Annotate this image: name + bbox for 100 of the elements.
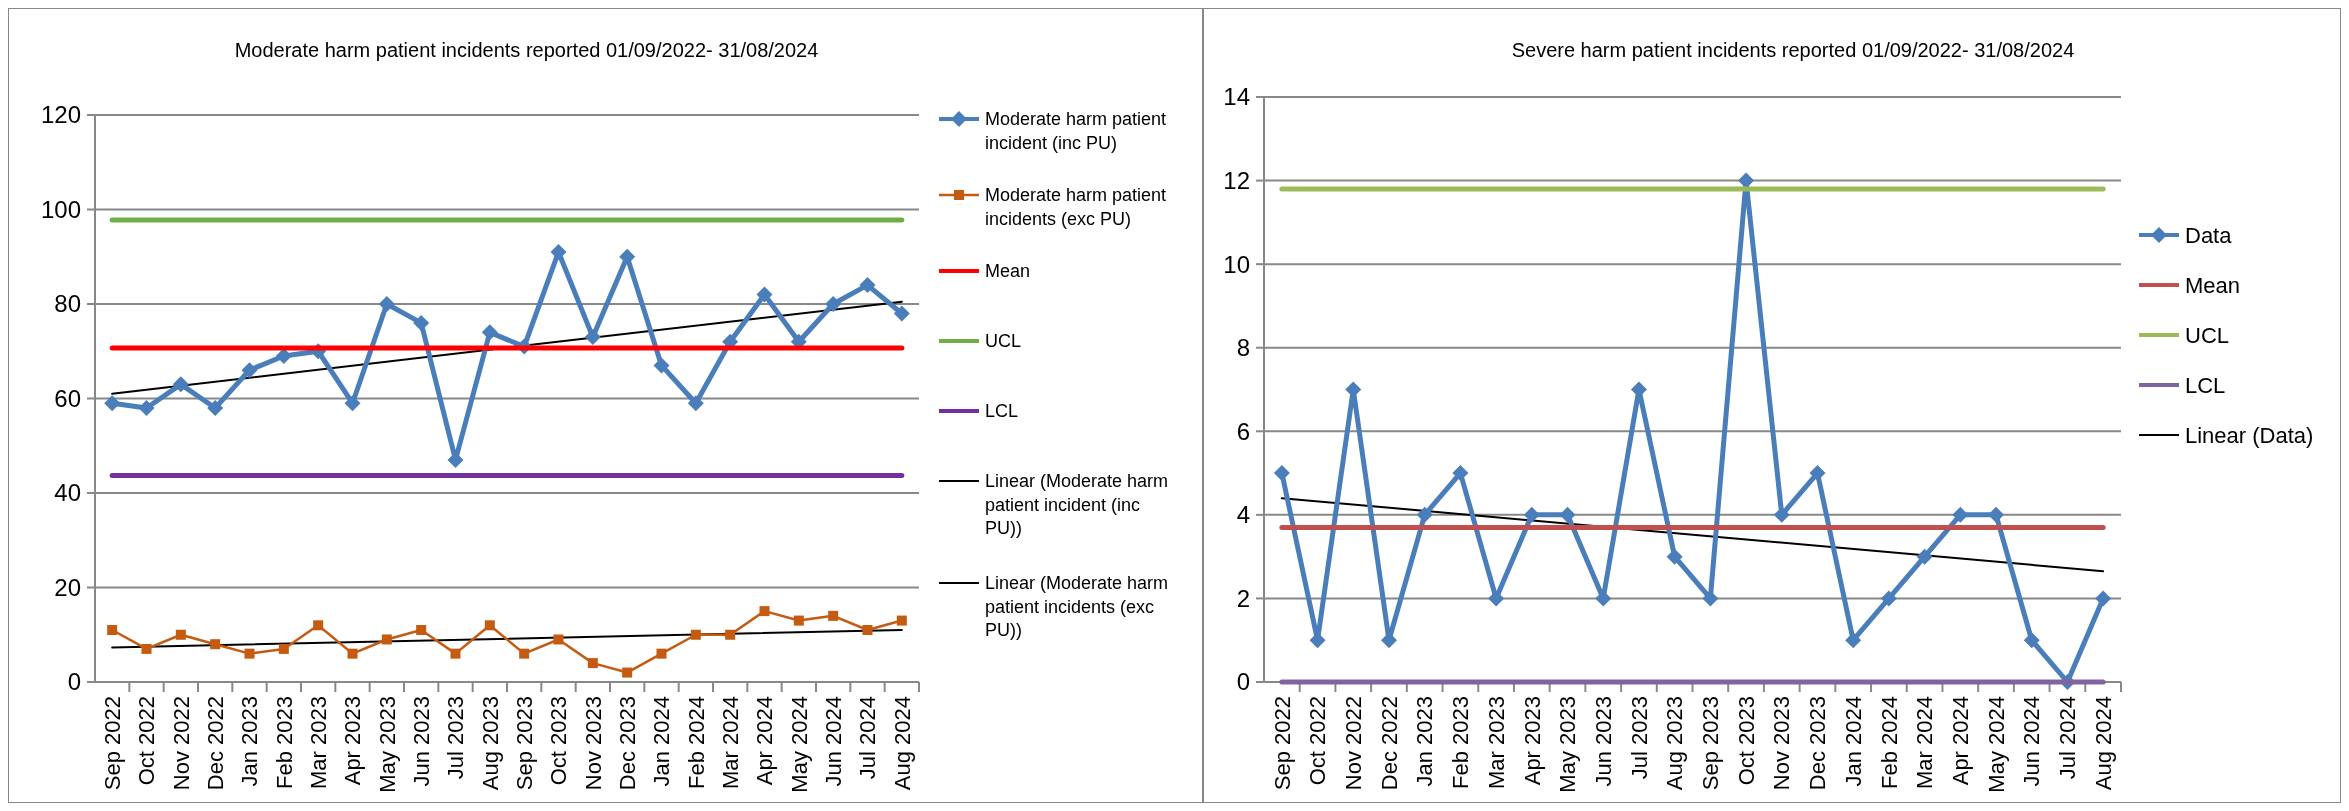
x-tick-label: Jan 2024 xyxy=(1840,696,1866,787)
point xyxy=(725,629,736,640)
point xyxy=(241,362,258,379)
legend-label: Linear (Moderate harm patient incident (inc PU)) xyxy=(985,471,1169,539)
point xyxy=(378,296,395,312)
x-tick-label: Aug 2023 xyxy=(477,696,503,791)
point xyxy=(862,625,873,636)
x-tick-label: Feb 2023 xyxy=(271,696,297,789)
legend-label: Mean xyxy=(985,261,1031,282)
x-tick-label: Jul 2023 xyxy=(1626,696,1652,780)
point xyxy=(278,643,289,654)
point xyxy=(896,615,907,626)
point xyxy=(1845,632,1862,649)
point xyxy=(1488,590,1505,607)
point xyxy=(690,629,701,640)
x-tick-label: Aug 2023 xyxy=(1662,696,1688,791)
point xyxy=(138,399,155,416)
point xyxy=(1773,506,1790,523)
point xyxy=(175,629,186,640)
x-tick-label: Oct 2022 xyxy=(1305,696,1331,786)
y-tick-label: 6 xyxy=(1236,417,1250,445)
x-tick-label: May 2023 xyxy=(1555,696,1581,793)
legend-label: UCL xyxy=(985,331,1022,352)
point xyxy=(1952,506,1969,523)
point xyxy=(107,625,118,636)
point xyxy=(553,634,564,645)
point xyxy=(656,648,667,659)
x-tick-label: Feb 2024 xyxy=(1876,696,1902,789)
point xyxy=(347,648,358,659)
x-tick-label: Mar 2024 xyxy=(717,696,743,789)
point xyxy=(1273,465,1290,482)
x-tick-label: Mar 2023 xyxy=(305,696,331,789)
point xyxy=(622,667,633,678)
point xyxy=(1416,506,1433,523)
legend-label: Moderate harm patient incident (inc PU) xyxy=(985,109,1167,153)
point xyxy=(759,606,770,617)
x-tick-label: Dec 2023 xyxy=(1805,696,1831,791)
point xyxy=(1559,506,1576,523)
x-tick-label: Jun 2023 xyxy=(408,696,434,787)
x-tick-label: Dec 2022 xyxy=(1376,696,1402,791)
point xyxy=(1916,548,1933,565)
legend-label: Linear (Moderate harm patient incidents (exc PU)) xyxy=(985,573,1169,641)
point xyxy=(550,244,567,261)
legend-label: Linear (Data) xyxy=(2185,422,2314,448)
chart-title: Moderate harm patient incidents reported 01/09/2022- 31/08/2024 xyxy=(234,39,819,61)
x-tick-label: Apr 2023 xyxy=(340,696,366,786)
point xyxy=(687,395,704,412)
legend-label: LCL xyxy=(985,401,1019,422)
x-tick-label: May 2024 xyxy=(1983,696,2009,793)
x-tick-label: Sep 2023 xyxy=(1698,696,1724,791)
x-tick-label: May 2024 xyxy=(786,696,812,793)
point xyxy=(244,648,255,659)
y-tick-label: 60 xyxy=(54,384,81,412)
x-tick-label: Jul 2023 xyxy=(443,696,469,780)
point xyxy=(104,395,121,412)
point xyxy=(619,248,636,265)
legend-label: Moderate harm patient incidents (exc PU) xyxy=(985,185,1167,229)
x-tick-label: Apr 2024 xyxy=(752,696,778,786)
legend-label: LCL xyxy=(2185,372,2226,398)
point xyxy=(2023,632,2040,649)
x-tick-label: Mar 2024 xyxy=(1912,696,1938,789)
x-tick-label: Sep 2022 xyxy=(1269,696,1295,791)
point xyxy=(519,648,530,659)
x-tick-label: Feb 2023 xyxy=(1448,696,1474,789)
y-tick-label: 120 xyxy=(40,101,81,129)
point xyxy=(141,643,152,654)
x-tick-label: Jun 2023 xyxy=(1590,696,1616,787)
x-tick-label: Apr 2024 xyxy=(1948,696,1974,786)
legend-label: Data xyxy=(2185,222,2233,248)
point xyxy=(1452,465,1469,482)
x-tick-label: Sep 2022 xyxy=(99,696,125,791)
point xyxy=(172,376,189,393)
x-tick-label: Aug 2024 xyxy=(889,696,915,791)
point xyxy=(416,625,427,636)
y-tick-label: 10 xyxy=(1223,250,1250,278)
x-tick-label: Nov 2023 xyxy=(1769,696,1795,791)
point xyxy=(450,648,461,659)
x-tick-label: Dec 2022 xyxy=(202,696,228,791)
x-tick-label: Sep 2023 xyxy=(511,696,537,791)
point xyxy=(2095,590,2112,607)
x-tick-label: Mar 2023 xyxy=(1483,696,1509,789)
x-tick-label: Jun 2024 xyxy=(2019,696,2045,787)
y-tick-label: 2 xyxy=(1236,584,1250,612)
x-tick-label: Nov 2023 xyxy=(580,696,606,791)
point xyxy=(481,324,498,341)
point xyxy=(828,610,839,621)
x-tick-label: Oct 2023 xyxy=(1733,696,1759,786)
point xyxy=(756,286,773,303)
x-tick-label: Nov 2022 xyxy=(168,696,194,791)
y-tick-label: 40 xyxy=(54,479,81,507)
x-tick-label: Aug 2024 xyxy=(2090,696,2116,791)
y-tick-label: 12 xyxy=(1223,166,1250,194)
x-tick-label: Feb 2024 xyxy=(683,696,709,789)
point xyxy=(793,615,804,626)
x-tick-label: Apr 2023 xyxy=(1519,696,1545,786)
x-tick-label: Nov 2022 xyxy=(1340,696,1366,791)
point xyxy=(413,314,430,331)
x-tick-label: Jun 2024 xyxy=(820,696,846,787)
legend-label: UCL xyxy=(2185,322,2230,348)
x-tick-label: Oct 2022 xyxy=(134,696,160,786)
